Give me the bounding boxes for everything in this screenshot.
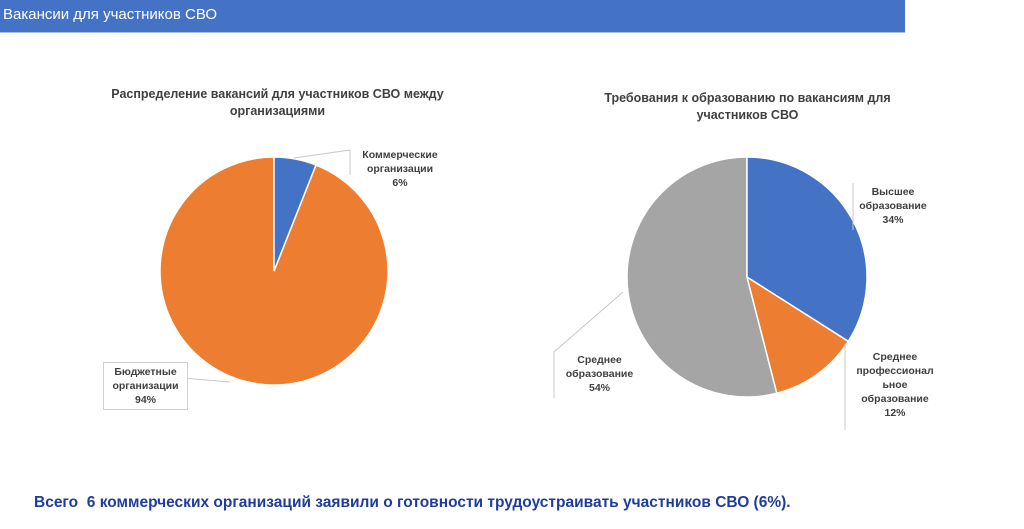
- chart-title-left: Распределение вакансий для участников СВ…: [111, 87, 444, 118]
- label-line: Коммерческие: [362, 149, 438, 161]
- label-pct: 12%: [884, 407, 906, 419]
- footer-summary: Всего 6 коммерческих организаций заявили…: [34, 494, 791, 511]
- label-line: ьное: [882, 379, 908, 391]
- pie-slice-1-2: [626, 156, 778, 398]
- leader-line: [293, 149, 351, 175]
- label-pct: 54%: [588, 382, 610, 394]
- label-line: образование: [565, 368, 634, 380]
- slide-title: Вакансии для участников СВО: [3, 6, 217, 23]
- label-line: Среднее: [872, 351, 918, 363]
- leader-line: [553, 291, 624, 398]
- label-line: образование: [859, 200, 927, 212]
- pie-slice-1-0: [746, 156, 868, 343]
- label-line: организации: [112, 380, 179, 392]
- label-line: Высшее: [871, 186, 915, 198]
- label-line: организации: [366, 163, 434, 175]
- label-higher-ed: Высшее образование 34%: [848, 185, 938, 227]
- label-secondary-ed: Среднее образование 54%: [557, 353, 642, 395]
- label-commercial: Коммерческие организации 6%: [355, 148, 445, 190]
- label-line: профессионал: [856, 365, 934, 377]
- label-line: Среднее: [577, 354, 622, 366]
- label-vocational-ed: Среднее профессионал ьное образование 12…: [850, 350, 940, 420]
- chart-title-right: Требования к образованию по вакансиям дл…: [604, 91, 891, 122]
- pie-slice-0-0: [273, 156, 317, 272]
- label-pct: 94%: [134, 394, 156, 406]
- label-pct: 6%: [392, 177, 408, 189]
- pie-slice-1-1: [745, 275, 850, 395]
- label-pct: 34%: [882, 214, 904, 226]
- label-line: образование: [861, 393, 929, 405]
- header-bar: Вакансии для участников СВО: [0, 0, 905, 33]
- label-line: Бюджетные: [114, 366, 177, 378]
- leader-line: [182, 377, 231, 395]
- label-budget: Бюджетные организации 94%: [103, 362, 188, 410]
